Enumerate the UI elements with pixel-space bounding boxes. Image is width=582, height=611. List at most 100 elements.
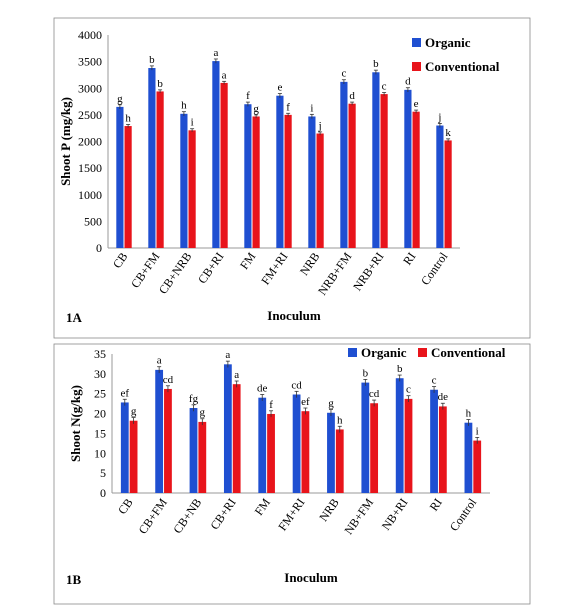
legend-swatch (412, 38, 421, 47)
organic-bar (327, 412, 335, 493)
significance-letter: b (397, 363, 403, 375)
conventional-bar (252, 116, 260, 248)
organic-bar (340, 81, 348, 248)
conventional-bar (438, 406, 447, 493)
significance-letter: b (373, 58, 379, 70)
significance-letter: j (437, 111, 441, 123)
significance-letter: j (318, 120, 322, 132)
legend-label: Conventional (425, 59, 500, 74)
x-tick-label: CB+RI (195, 250, 226, 287)
significance-letter: b (157, 78, 163, 90)
organic-bar (116, 106, 124, 248)
significance-letter: g (200, 407, 206, 419)
conventional-bar (232, 384, 241, 493)
x-tick-label: RI (427, 496, 445, 514)
organic-bar (155, 369, 164, 493)
significance-letter: a (225, 349, 230, 361)
y-tick-label: 500 (84, 214, 102, 228)
y-tick-label: 0 (100, 486, 106, 500)
significance-letter: g (253, 103, 259, 115)
organic-bar (372, 72, 380, 249)
x-tick-label: RI (400, 250, 418, 268)
organic-bar (148, 68, 156, 248)
significance-letter: c (432, 375, 437, 387)
x-tick-label: CB (115, 496, 136, 517)
significance-letter: i (310, 102, 313, 114)
x-tick-label: FM (237, 249, 259, 272)
y-tick-label: 15 (94, 426, 106, 440)
legend-swatch (348, 348, 357, 357)
significance-letter: cd (291, 379, 302, 391)
x-tick-label: NRB (297, 250, 323, 278)
significance-letter: f (286, 101, 290, 113)
x-tick-label: FM (252, 495, 274, 518)
panel-label: 1B (66, 572, 82, 587)
conventional-bar (284, 114, 292, 248)
significance-letter: g (131, 406, 137, 418)
conventional-bar (164, 388, 172, 493)
organic-bar (223, 364, 232, 493)
significance-letter: i (476, 425, 479, 437)
significance-letter: cd (369, 388, 380, 400)
legend-label: Organic (361, 345, 407, 360)
significance-letter: ef (121, 387, 130, 399)
x-tick-label: Control (418, 249, 451, 288)
significance-letter: de (438, 391, 449, 403)
organic-bar (180, 113, 188, 248)
significance-letter: h (125, 112, 131, 124)
panel-1b-chart: 05101520253035efgCBacdCB+FMfggCB+NBaaCB+… (53, 343, 531, 605)
significance-letter: h (337, 414, 343, 426)
x-tick-label: CB+NB (170, 496, 204, 536)
organic-bar (258, 397, 267, 493)
y-axis-title: Shoot N(g/kg) (68, 385, 83, 462)
organic-bar (430, 389, 438, 493)
organic-bar (120, 402, 129, 493)
significance-letter: c (406, 384, 411, 396)
conventional-bar (198, 421, 207, 493)
significance-letter: a (234, 369, 239, 381)
y-tick-label: 10 (94, 446, 106, 460)
significance-letter: f (269, 399, 273, 411)
significance-letter: fg (189, 393, 199, 405)
significance-letter: h (181, 100, 187, 112)
conventional-bar (301, 411, 310, 493)
y-tick-label: 3500 (78, 55, 102, 69)
x-tick-label: NB+RI (379, 496, 411, 533)
organic-bar (189, 408, 198, 493)
legend-swatch (418, 348, 427, 357)
conventional-bar (348, 103, 356, 248)
conventional-bar (316, 133, 324, 248)
conventional-bar (156, 91, 164, 248)
y-tick-label: 2000 (78, 135, 102, 149)
significance-letter: f (246, 90, 250, 102)
significance-letter: b (149, 54, 155, 66)
significance-letter: a (222, 69, 227, 81)
y-tick-label: 1500 (78, 161, 102, 175)
x-tick-label: CB+FM (128, 249, 163, 290)
significance-letter: ef (301, 396, 310, 408)
significance-letter: b (363, 367, 369, 379)
y-tick-label: 2500 (78, 108, 102, 122)
significance-letter: g (117, 93, 123, 105)
panel-frame (53, 343, 531, 605)
organic-bar (395, 378, 404, 493)
significance-letter: e (277, 82, 282, 94)
significance-letter: a (157, 355, 162, 367)
conventional-bar (444, 140, 452, 248)
organic-bar (308, 116, 316, 248)
panel-1a-chart: 05001000150020002500300035004000ghCBbbCB… (53, 17, 531, 339)
x-tick-label: CB+FM (136, 495, 171, 536)
organic-bar (436, 125, 444, 248)
significance-letter: i (191, 117, 194, 129)
panel-frame (53, 17, 531, 339)
y-tick-label: 35 (94, 347, 106, 361)
x-axis-title: Inoculum (284, 570, 338, 585)
conventional-bar (370, 403, 379, 493)
conventional-bar (404, 398, 413, 493)
legend-label: Organic (425, 35, 471, 50)
y-tick-label: 20 (94, 407, 106, 421)
conventional-bar (129, 420, 138, 493)
y-tick-label: 30 (94, 367, 106, 381)
y-tick-label: 1000 (78, 188, 102, 202)
